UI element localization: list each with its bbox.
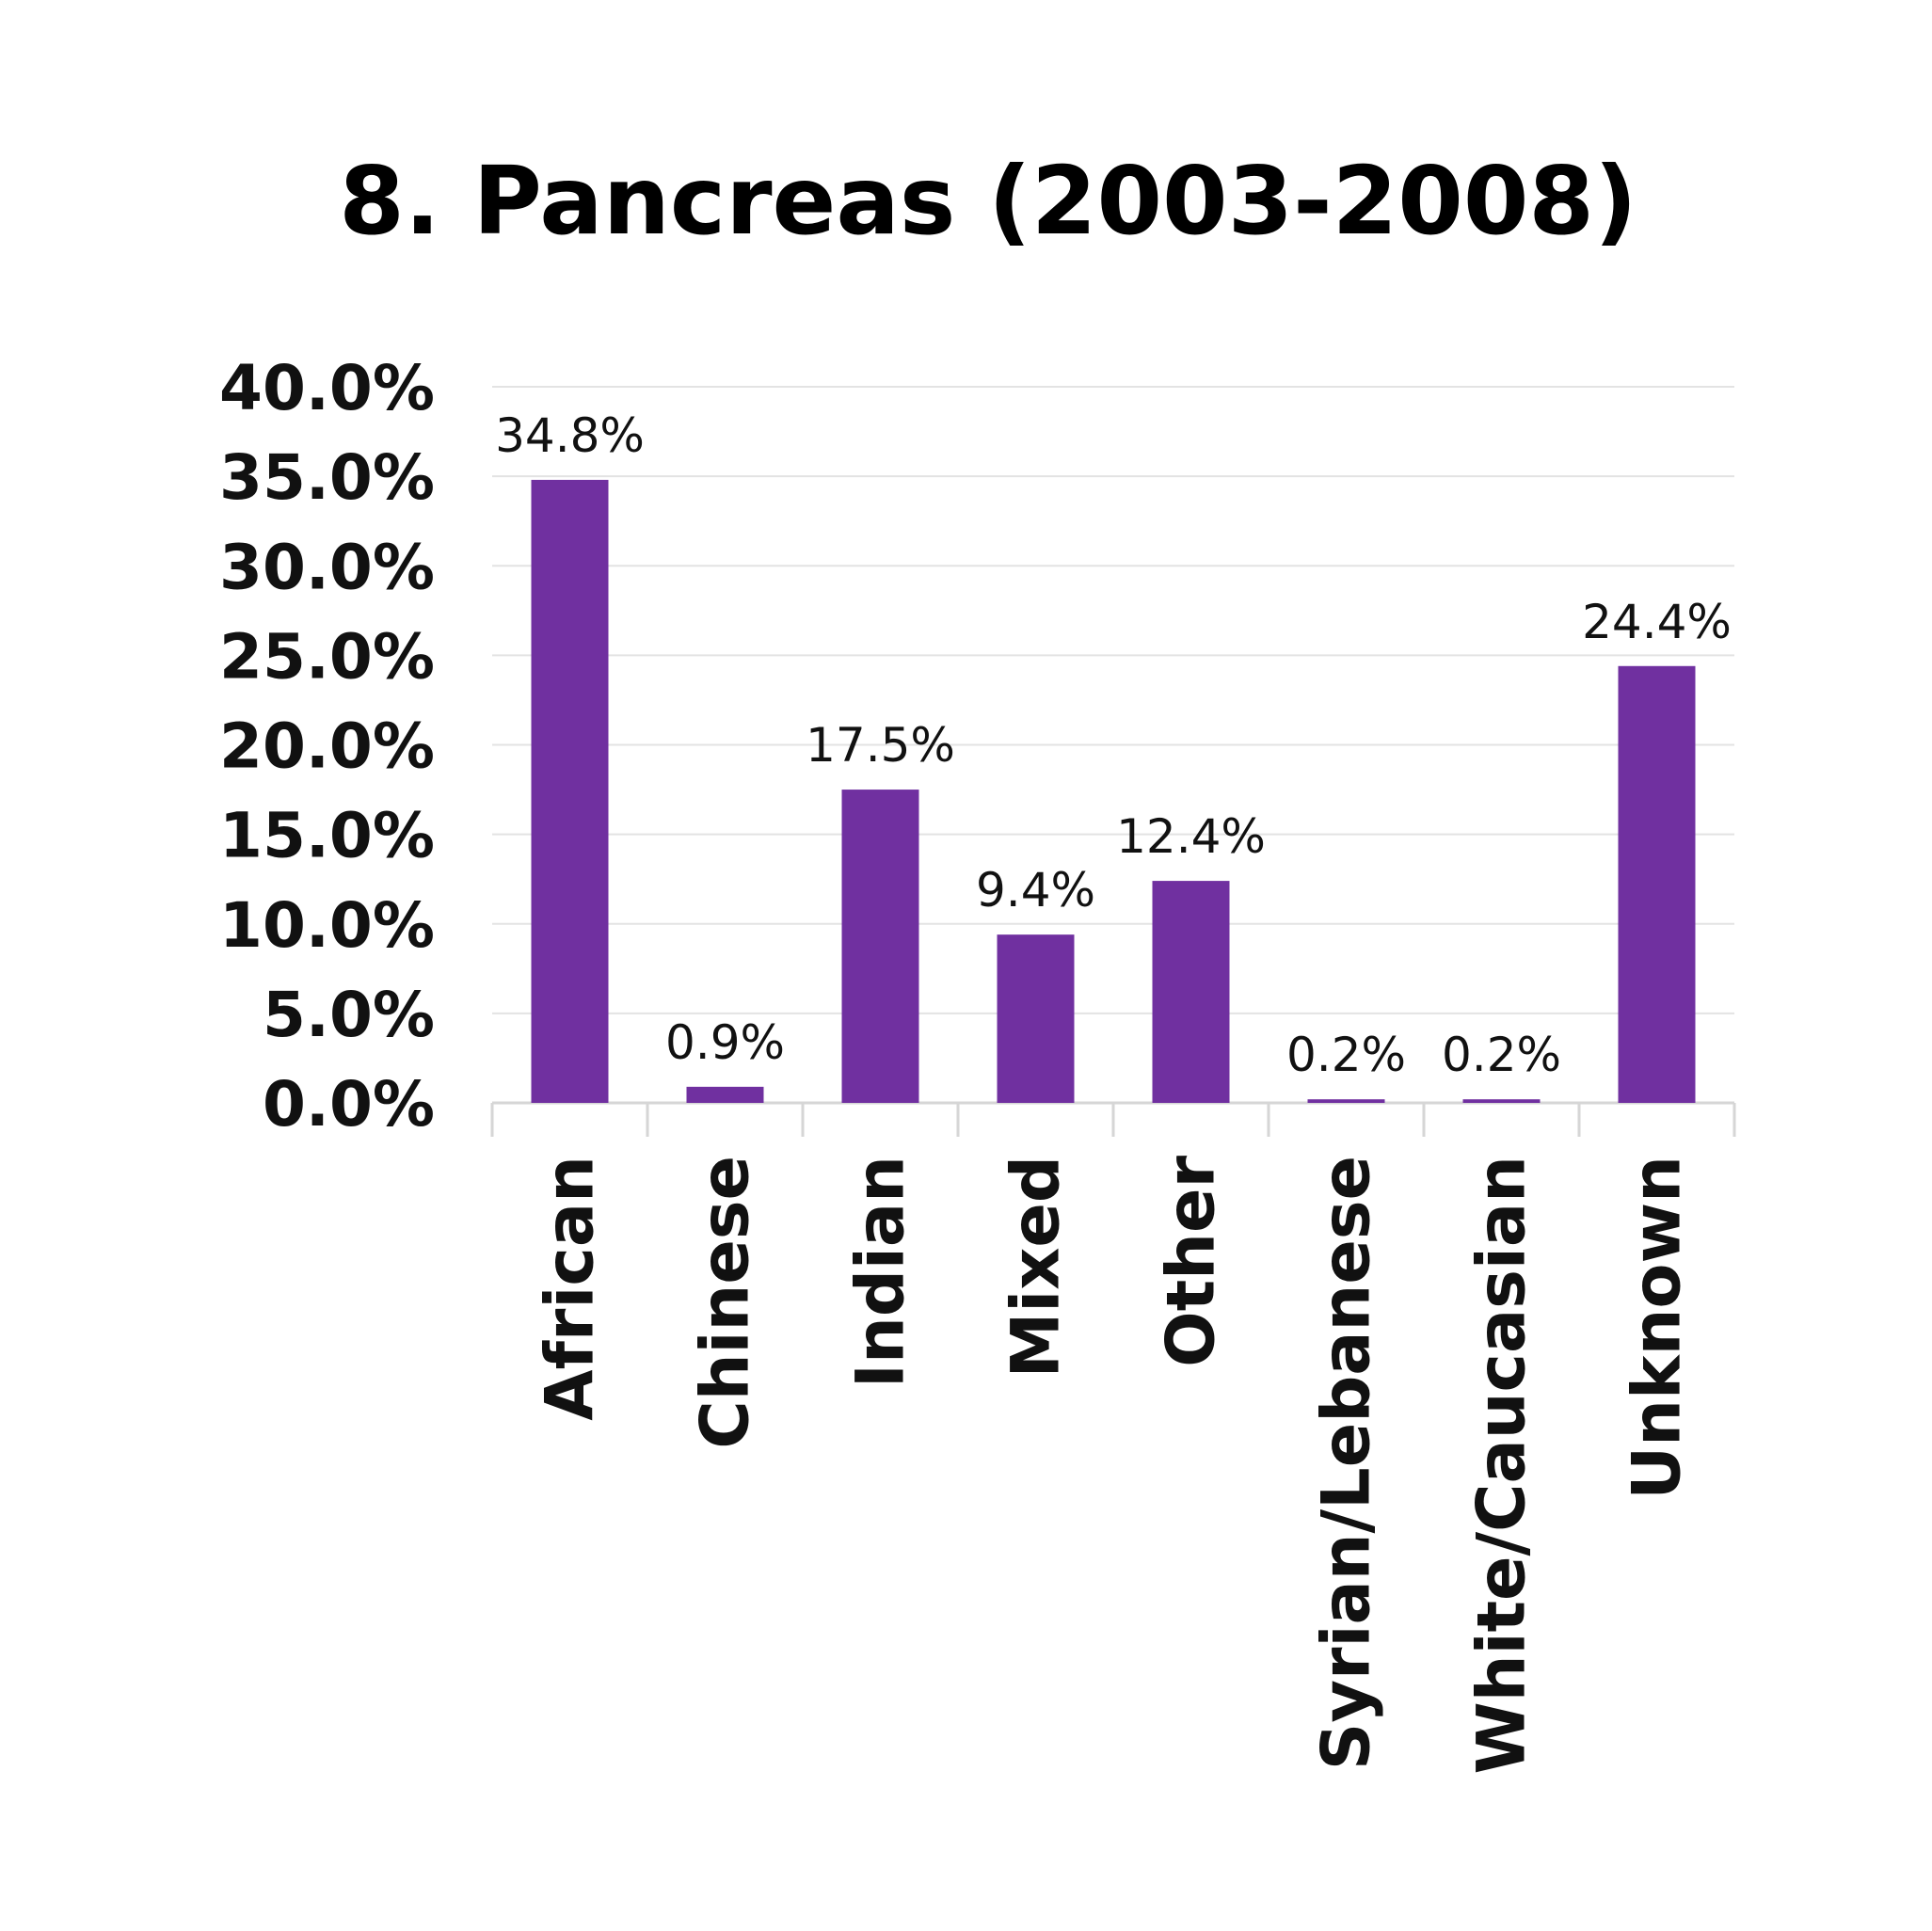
data-label: 34.8% [495, 408, 645, 463]
y-tick-label: 15.0% [219, 800, 435, 872]
x-axis-tick-labels: African Chinese Indian Mixed Other Syrian/Leb… [532, 1156, 1696, 1775]
chart-title: 8. Pancreas (2003-2008) [339, 146, 1637, 256]
x-tick-label: White/Caucasian [1463, 1156, 1541, 1774]
x-tick-label: Chinese [687, 1156, 764, 1449]
x-tick-label: African [532, 1156, 609, 1421]
y-tick-label: 40.0% [219, 352, 435, 424]
bar [1462, 1099, 1541, 1103]
y-tick-label: 5.0% [263, 979, 435, 1051]
data-label: 0.2% [1286, 1028, 1406, 1082]
x-tick-label: Mixed [998, 1156, 1075, 1378]
x-axis [490, 1101, 1736, 1137]
x-tick-label: Indian [842, 1156, 919, 1388]
data-label: 17.5% [806, 718, 955, 773]
x-tick-label: Syrian/Lebanese [1308, 1156, 1385, 1770]
y-tick-label: 25.0% [219, 620, 435, 693]
data-label: 24.4% [1582, 595, 1732, 649]
bar [686, 1086, 764, 1103]
y-tick-label: 0.0% [263, 1068, 435, 1141]
bar [1618, 665, 1696, 1103]
x-tick-label: Unknown [1619, 1156, 1696, 1500]
bar [997, 934, 1075, 1103]
bar [841, 790, 919, 1103]
data-label: 0.2% [1442, 1028, 1561, 1082]
data-labels: 34.8% 0.9% 17.5% 9.4% 12.4% 0.2% 0.2% 24.4% [495, 408, 1732, 1082]
data-label: 9.4% [976, 863, 1095, 918]
x-tick-label: Other [1153, 1156, 1230, 1367]
y-tick-label: 20.0% [219, 710, 435, 783]
data-label: 0.9% [665, 1015, 785, 1070]
bar [531, 479, 609, 1103]
y-tick-label: 10.0% [219, 889, 435, 962]
data-label: 12.4% [1116, 809, 1266, 864]
gridlines [492, 386, 1734, 1014]
bar [1307, 1099, 1385, 1103]
y-axis-tick-labels: 0.0% 5.0% 10.0% 15.0% 20.0% 25.0% 30.0% 35.0% 40… [219, 352, 435, 1141]
bar [1152, 881, 1230, 1103]
bars [531, 479, 1696, 1103]
y-tick-label: 35.0% [219, 441, 435, 514]
y-tick-label: 30.0% [219, 531, 435, 603]
